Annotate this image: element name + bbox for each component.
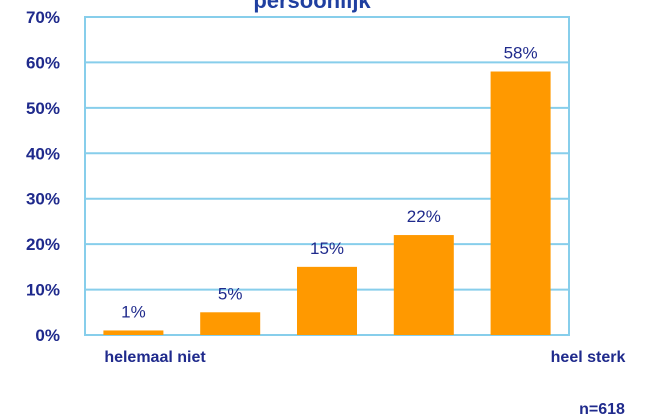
- bar-3: [297, 266, 357, 335]
- chart-title: persoonlijk: [253, 0, 371, 13]
- scale-low-label: helemaal niet: [104, 349, 206, 366]
- sample-size-note: n=618: [579, 401, 625, 418]
- data-label-3: 15%: [310, 239, 344, 258]
- data-label-4: 22%: [407, 207, 441, 226]
- data-labels: 1% 5% 15% 22% 58%: [121, 44, 538, 322]
- y-tick-label: 0%: [35, 326, 60, 345]
- bars: [103, 71, 551, 335]
- scale-high-label: heel sterk: [551, 349, 626, 366]
- y-tick-label: 10%: [26, 281, 60, 300]
- y-tick-label: 20%: [26, 235, 60, 254]
- data-label-2: 5%: [218, 284, 243, 303]
- y-axis-ticks: 0% 10% 20% 30% 40% 50% 60% 70%: [26, 8, 60, 345]
- y-tick-label: 60%: [26, 53, 60, 72]
- bar-1: [103, 330, 164, 335]
- y-tick-label: 30%: [26, 190, 60, 209]
- data-label-1: 1%: [121, 302, 146, 321]
- y-tick-label: 50%: [26, 99, 60, 118]
- y-tick-label: 70%: [26, 8, 60, 27]
- bar-5: [490, 71, 551, 335]
- bar-4: [393, 235, 454, 335]
- bar-2: [200, 312, 261, 335]
- data-label-5: 58%: [504, 44, 538, 63]
- y-tick-label: 40%: [26, 144, 60, 163]
